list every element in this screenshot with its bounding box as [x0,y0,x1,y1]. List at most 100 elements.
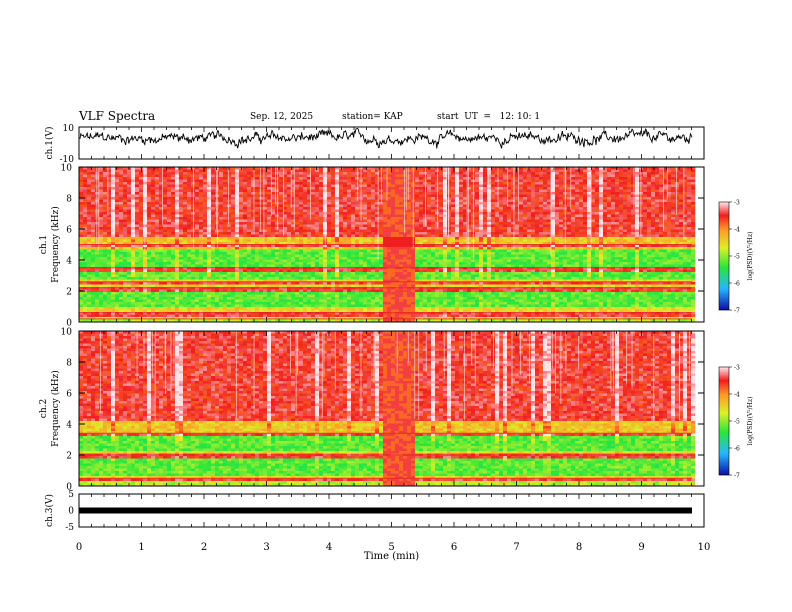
ch1-spec-cell [227,277,232,280]
ch1-spec-cell [87,217,92,220]
ch1-spec-cell [351,282,356,285]
ch1-spec-cell [203,174,208,178]
ch1-spec-cell [79,267,84,270]
ch1-spec-cell [383,187,388,190]
ch1-spec-cell [283,297,288,300]
ch1-spec-cell [319,229,324,233]
ch1-spec-cell [203,207,208,210]
ch1-spec-cell [119,284,124,288]
ch1-spec-cell [283,249,288,253]
ch1-spec-cell [175,244,180,248]
ch1-spec-cell [151,214,156,218]
ch1-spec-cell [131,307,136,310]
ch1-spec-cell [339,247,344,250]
ch1-spec-cell [107,264,112,268]
ch1-spec-cell [175,247,180,250]
ch1-spec-cell [343,207,348,210]
ch1-spec-cell [211,232,216,235]
ch1-spec-cell [363,184,368,188]
ch1-spec-cell [167,174,172,178]
ch1-spec-cell [79,199,84,203]
ch1-spec-cell [371,264,376,268]
ch1-spec-cell [151,222,156,225]
ch1-spec-cell [375,297,380,300]
ch1-spec-cell [79,309,84,313]
ch1-spec-cell [343,254,348,258]
ch1-spec-cell [263,297,268,300]
ch1-spec-cell [123,262,128,265]
ch1-spec-cell [215,197,220,200]
ch1-spec-cell [103,237,108,240]
ch1-spec-cell [367,284,372,288]
ch1-spec-cell [215,297,220,300]
ch1-spec-cell [375,174,380,178]
ch1-spec-cell [103,294,108,298]
ch1-spec-cell [239,179,244,183]
ch1-spec-cell [299,312,304,315]
ch1-spec-cell [155,179,160,183]
ch1-spec-cell [311,217,316,220]
ch1-spec-cell [111,314,116,318]
ch1-spec-cell [387,237,392,240]
ch1-spec-cell [227,252,232,255]
ch1-spec-cell [203,194,208,198]
ch1-spec-cell [363,257,368,260]
ch1-spec-cell [143,272,148,275]
ch1-spec-cell [267,202,272,205]
ch1-spec-cell [143,302,148,305]
ch1-spec-cell [219,294,224,298]
ch1-spec-cell [323,272,328,275]
ch1-spec-cell [219,292,224,295]
ch1-spec-cell [331,219,336,223]
ch1-spec-cell [347,212,352,215]
ch1-spec-cell [139,307,144,310]
ch1-spec-cell [115,307,120,310]
ch1-spec-cell [319,269,324,273]
ch1-spec-cell [195,269,200,273]
ch1-spec-cell [271,249,276,253]
ch1-spec-cell [323,292,328,295]
ch1-spec-cell [371,297,376,300]
ch1-spec-cell [387,277,392,280]
ch1-spec-cell [251,192,256,195]
ch1-spec-cell [159,277,164,280]
ch1-spec-cell [351,202,356,205]
ch1-spec-cell [147,189,152,193]
ch1-spec-cell [339,169,344,173]
ch1-spec-cell [375,204,380,208]
ch1-spec-cell [311,267,316,270]
ch1-spec-cell [383,219,388,223]
ch1-spec-cell [87,184,92,188]
ch1-spec-cell [183,207,188,210]
ch1-spec-cell [131,202,136,205]
ch1-spec-cell [115,179,120,183]
ch1-spec-cell [155,302,160,305]
ch1-spec-cell [195,252,200,255]
ch1-spec-cell [295,299,300,303]
ch1-spec-cell [331,294,336,298]
ch1-spec-cell [371,319,376,323]
ch1-spec-cell [159,309,164,313]
ch1-spec-cell [155,212,160,215]
ch1-spec-cell [219,264,224,268]
ch1-spec-cell [371,212,376,215]
ch1-spec-cell [111,169,116,173]
ch1-spec-cell [339,304,344,308]
ch1-spec-cell [255,252,260,255]
ch1-spec-cell [231,282,236,285]
ch1-spec-cell [107,284,112,288]
ch1-spec-cell [271,299,276,303]
ch1-spec-cell [123,239,128,243]
ch1-spec-cell [207,174,212,178]
ch1-spec-cell [291,222,296,225]
ch1-spec-cell [179,284,184,288]
ch1-spec-cell [131,279,136,283]
ch1-spec-cell [279,197,284,200]
ch1-spec-cell [279,257,284,260]
ch1-spec-cell [303,234,308,238]
ch1-spec-cell [127,172,132,175]
ch1-spec-cell [243,254,248,258]
ch1-spec-cell [311,257,316,260]
ch1-spec-cell [103,259,108,263]
ch1-spec-cell [327,302,332,305]
